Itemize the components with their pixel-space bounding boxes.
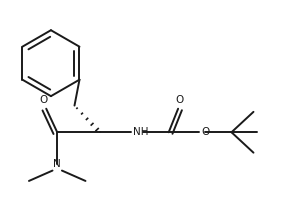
Text: O: O bbox=[201, 127, 209, 137]
Text: N: N bbox=[53, 159, 61, 169]
Text: NH: NH bbox=[133, 127, 148, 137]
Text: O: O bbox=[39, 95, 48, 105]
Text: O: O bbox=[176, 95, 184, 105]
